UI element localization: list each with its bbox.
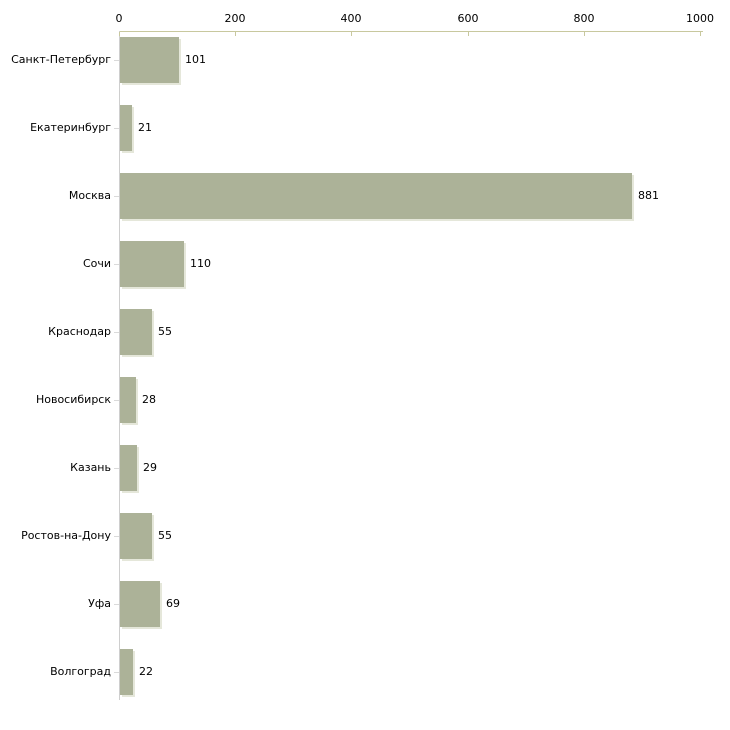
x-tick-label: 800 xyxy=(573,12,595,25)
category-tick-mark xyxy=(114,400,119,401)
category-tick-mark xyxy=(114,672,119,673)
bar-value-label: 881 xyxy=(638,189,659,202)
category-label: Ростов-на-Дону xyxy=(21,529,111,542)
category-label: Сочи xyxy=(82,257,111,270)
bar-value-label: 21 xyxy=(138,121,152,134)
bar-value-label: 29 xyxy=(143,461,157,474)
x-tick-mark xyxy=(119,32,120,36)
x-tick-mark xyxy=(700,32,701,36)
x-tick-mark xyxy=(351,32,352,36)
bar-value-label: 55 xyxy=(158,529,172,542)
category-tick-mark xyxy=(114,196,119,197)
bar-value-label: 110 xyxy=(190,257,211,270)
category-tick-mark xyxy=(114,332,119,333)
bar xyxy=(120,241,184,287)
category-tick-mark xyxy=(114,468,119,469)
category-tick-mark xyxy=(114,264,119,265)
category-label: Волгоград xyxy=(50,665,111,678)
category-label: Москва xyxy=(68,189,111,202)
x-tick-label: 1000 xyxy=(686,12,714,25)
bar xyxy=(120,173,632,219)
y-axis-line xyxy=(119,31,120,700)
bar xyxy=(120,581,160,627)
bar xyxy=(120,37,179,83)
x-tick-mark xyxy=(584,32,585,36)
category-tick-mark xyxy=(114,604,119,605)
category-label: Новосибирск xyxy=(35,393,111,406)
bar xyxy=(120,105,132,151)
x-tick-label: 0 xyxy=(115,12,123,25)
bar-value-label: 69 xyxy=(166,597,180,610)
category-tick-mark xyxy=(114,60,119,61)
bar-value-label: 22 xyxy=(139,665,153,678)
category-label: Казань xyxy=(70,461,111,474)
bar-value-label: 28 xyxy=(142,393,156,406)
bar xyxy=(120,649,133,695)
category-tick-mark xyxy=(114,128,119,129)
category-label: Екатеринбург xyxy=(30,121,111,134)
x-tick-label: 200 xyxy=(224,12,246,25)
x-tick-mark xyxy=(235,32,236,36)
bar xyxy=(120,513,152,559)
x-tick-label: 400 xyxy=(340,12,362,25)
x-axis-line xyxy=(119,31,703,32)
category-tick-mark xyxy=(114,536,119,537)
x-tick-label: 600 xyxy=(457,12,479,25)
category-label: Краснодар xyxy=(48,325,111,338)
bar xyxy=(120,309,152,355)
x-tick-mark xyxy=(468,32,469,36)
bar-value-label: 55 xyxy=(158,325,172,338)
category-label: Санкт-Петербург xyxy=(11,53,111,66)
bar xyxy=(120,377,136,423)
bar-value-label: 101 xyxy=(185,53,206,66)
bar xyxy=(120,445,137,491)
category-label: Уфа xyxy=(88,597,111,610)
